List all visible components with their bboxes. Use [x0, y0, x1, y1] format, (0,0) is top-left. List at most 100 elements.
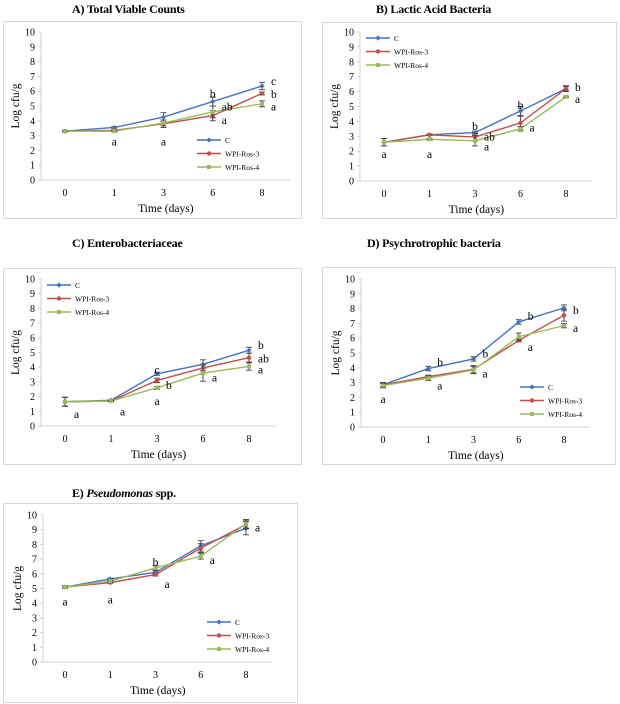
panel-c-significance-label: c: [154, 364, 159, 376]
panel-c-legend-marker: [56, 282, 62, 288]
panel-b-y-tick-label: 3: [349, 132, 354, 143]
panel-c-legend-marker: [57, 310, 61, 314]
panel-e-legend-label: WPI-Ros-4: [235, 645, 269, 654]
panel-d-legend-label: WPI-Ros-3: [548, 397, 582, 406]
panel-a-y-tick-label: 3: [30, 131, 35, 142]
panel-a-data-point: [112, 129, 117, 134]
panel-b-data-point: [518, 126, 523, 131]
panel-d-significance-label: b: [483, 349, 489, 361]
panel-c-significance-label: b: [258, 340, 264, 352]
panel-b-significance-label: ab: [484, 131, 495, 143]
panel-b-significance-label: a: [575, 94, 580, 106]
panel-c-series-wpi-ros-4: [62, 362, 252, 407]
panel-d-series-wpi-ros-4: [380, 322, 567, 389]
panel-e-y-axis-label: Log cfu/g: [12, 566, 24, 611]
panel-e-significance-label: a: [62, 597, 67, 609]
panel-b-title-prefix: B): [376, 2, 391, 16]
panel-d-y-tick-label: 8: [350, 304, 355, 315]
panel-e-title-suffix: spp.: [152, 486, 176, 500]
panel-d-x-tick-label: 3: [471, 435, 476, 446]
panel-a-legend-marker: [206, 137, 212, 143]
panel-c-x-tick-label: 1: [109, 434, 114, 445]
panel-c-significance-label: a: [258, 364, 263, 376]
panel-d-data-point: [561, 305, 567, 311]
panel-b-data-point: [473, 138, 477, 143]
panel-c-y-tick-label: 6: [30, 333, 35, 344]
panel-b-y-tick-label: 2: [349, 147, 354, 158]
panel-b-data-point: [563, 86, 569, 91]
panel-d-y-tick-label: 5: [350, 349, 355, 360]
panel-e-y-tick-label: 7: [32, 555, 37, 566]
panel-b-data-point: [427, 137, 432, 142]
panel-d-data-point: [381, 383, 385, 388]
panel-b-series-wpi-ros-4: [381, 94, 569, 147]
panel-c-data-point: [155, 385, 159, 390]
panel-e-data-point: [63, 585, 67, 590]
panel-b-y-tick-label: 5: [349, 102, 354, 113]
panel-b-x-axis-label: Time (days): [449, 204, 505, 216]
panel-a-legend-label: C: [225, 136, 230, 145]
panel-a-legend-label: WPI-Ros-3: [225, 150, 259, 159]
panel-b-x-tick-label: 3: [473, 189, 478, 200]
panel-d-y-tick-label: 6: [350, 334, 355, 345]
panel-b-significance-label: a: [427, 149, 432, 161]
panel-d-legend-marker: [529, 398, 535, 403]
panel-b-significance-label: a: [530, 122, 535, 134]
panel-e-title-prefix: E): [72, 486, 87, 500]
panel-a-data-point: [260, 101, 264, 106]
panel-c-y-tick-label: 1: [30, 407, 35, 418]
panel-a-y-tick-label: 10: [25, 28, 35, 39]
panel-e-series-wpi-ros-3: [62, 519, 249, 590]
panel-e-significance-label: a: [165, 579, 170, 591]
panel-a-series-wpi-ros-4: [62, 100, 265, 134]
panel-a-x-tick-label: 0: [63, 188, 68, 199]
panel-c-y-tick-label: 7: [30, 319, 35, 330]
panel-a-y-tick-label: 0: [30, 176, 35, 187]
panel-a-x-tick-label: 6: [210, 188, 215, 199]
panel-c-data-point: [246, 355, 252, 360]
panel-a-y-tick-label: 6: [30, 87, 35, 98]
panel-e-y-tick-label: 1: [32, 643, 37, 654]
panel-c-x-tick-label: 8: [247, 434, 252, 445]
panel-e-y-tick-label: 6: [32, 569, 37, 580]
panel-e-y-tick-label: 3: [32, 613, 37, 624]
panel-b-x-tick-label: 6: [518, 189, 523, 200]
panel-b-x-tick-label: 8: [564, 189, 569, 200]
panel-a-x-tick-label: 3: [161, 188, 166, 199]
panel-c-x-axis-label: Time (days): [131, 449, 187, 461]
panel-b-y-tick-label: 6: [349, 87, 354, 98]
panel-c-significance-label: a: [74, 409, 79, 421]
panel-a-significance-label: a: [271, 102, 276, 114]
panel-b-legend-marker: [375, 49, 381, 54]
panel-c-x-tick-label: 3: [155, 434, 160, 445]
panel-e-x-tick-label: 3: [153, 670, 158, 681]
panel-d-data-point: [516, 334, 521, 339]
panel-d-x-tick-label: 1: [426, 435, 431, 446]
panel-d-data-point: [425, 365, 431, 372]
panel-e-y-tick-label: 10: [27, 511, 37, 522]
panel-c-legend-label: C: [75, 281, 80, 290]
panel-a-data-point: [161, 121, 166, 126]
panel-e-data-point: [244, 521, 248, 526]
panel-a-data-point: [160, 114, 167, 120]
panel-e-data-point: [153, 565, 158, 570]
panel-d-series-c: [380, 304, 567, 388]
panel-c-data-point: [109, 399, 113, 404]
panel-d-x-tick-label: 0: [381, 435, 386, 446]
panel-d-significance-label: a: [483, 369, 488, 381]
panel-b-y-tick-label: 1: [349, 162, 354, 173]
panel-b-significance-label: b: [575, 82, 581, 94]
panel-d-title-main: Psychrotrophic bacteria: [382, 236, 501, 250]
panel-d-y-tick-label: 4: [350, 363, 355, 374]
panel-d-legend-marker: [530, 412, 534, 416]
panel-c-data-point: [201, 371, 205, 376]
panel-a-data-point: [210, 109, 215, 114]
panel-a-legend-label: WPI-Ros-4: [225, 163, 259, 172]
panel-c-y-tick-label: 4: [30, 363, 35, 374]
panel-d-legend: C WPI-Ros-3 WPI-Ros-4: [520, 383, 582, 419]
panel-c-data-point: [154, 371, 160, 377]
panel-d-data-point: [426, 376, 431, 381]
panel-b-significance-label: b: [472, 121, 478, 133]
